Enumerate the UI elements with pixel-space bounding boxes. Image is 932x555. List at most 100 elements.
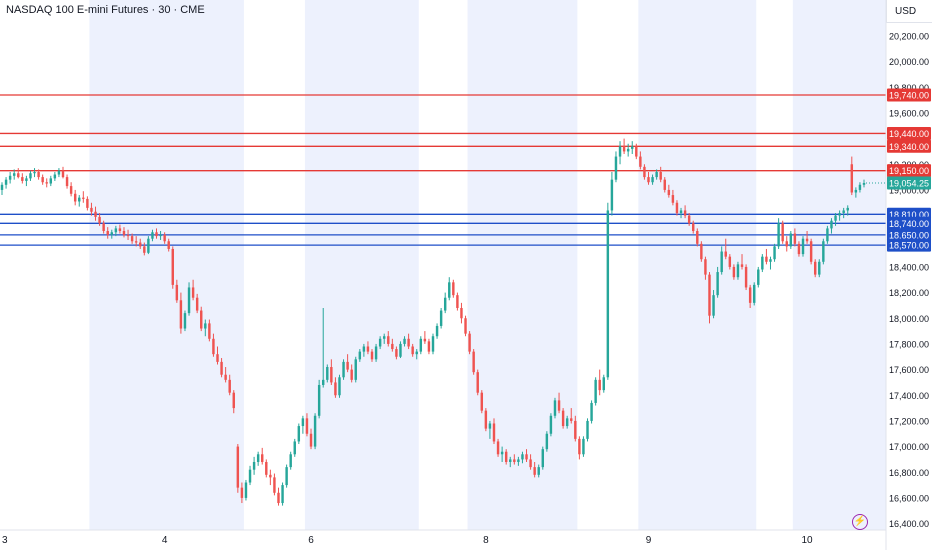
candle (289, 451, 292, 470)
candle (33, 168, 36, 178)
candle-body (212, 338, 215, 355)
candle (460, 302, 463, 324)
candle-body (419, 338, 423, 352)
price-tick-label: 20,200.00 (889, 31, 929, 41)
candle-body (216, 354, 219, 362)
candle-body (561, 410, 565, 427)
candle-body (651, 177, 654, 183)
candle-body (805, 238, 809, 242)
candle (716, 266, 719, 298)
candle-body (557, 400, 561, 411)
candle (175, 279, 179, 303)
candle (228, 374, 231, 396)
candle (846, 205, 849, 216)
candle (244, 479, 248, 501)
candle-body (334, 382, 337, 396)
support-price-tag: 18,650.00 (889, 230, 929, 240)
candle-body (586, 420, 589, 439)
candle (82, 191, 85, 203)
candle (216, 346, 219, 365)
candle (159, 230, 162, 240)
candle-body (716, 272, 719, 296)
candle (240, 482, 244, 504)
candle-body (53, 174, 57, 179)
candle (513, 454, 516, 465)
candle (29, 170, 32, 181)
candle-body (21, 177, 24, 181)
candle (252, 456, 256, 475)
candle-body (488, 423, 492, 429)
candle (700, 241, 703, 262)
candle (17, 168, 20, 179)
candle-body (265, 461, 268, 475)
candle-body (797, 243, 801, 255)
candle (464, 315, 467, 337)
resistance-price-tag: 19,150.00 (889, 166, 929, 176)
candle (134, 236, 138, 247)
candle-body (317, 384, 321, 416)
candle-body (350, 369, 353, 380)
candle-body (565, 418, 569, 427)
candle-body (541, 449, 545, 468)
candle (517, 456, 520, 466)
candle-body (521, 454, 524, 460)
candle-body (57, 170, 61, 175)
candle (582, 436, 585, 457)
session-shading (89, 0, 907, 530)
candle-body (443, 297, 447, 311)
candle-body (740, 264, 744, 267)
candle (545, 431, 549, 452)
candle-body (679, 210, 683, 214)
candle-body (118, 228, 122, 231)
candle-body (614, 156, 618, 180)
candle-body (468, 333, 471, 352)
candle (826, 225, 829, 244)
candle (793, 228, 797, 247)
resistance-price-tag-bg (887, 126, 931, 140)
candle-body (631, 146, 634, 149)
candle-body (484, 410, 488, 429)
session-band (467, 0, 578, 530)
candle (362, 343, 366, 357)
candle (208, 319, 211, 342)
candle-body (850, 164, 854, 193)
candle (342, 359, 345, 380)
candle-body (277, 492, 280, 504)
candle-body (98, 216, 101, 224)
currency-box[interactable] (886, 0, 932, 23)
candle-body (309, 433, 313, 447)
candle-body (395, 349, 398, 357)
candle-body (862, 182, 866, 185)
time-axis[interactable]: 34689101113 (2, 535, 932, 546)
candle (277, 487, 280, 506)
candle-body (448, 282, 451, 298)
candle (12, 169, 16, 180)
lightning-icon[interactable]: ⚡ (852, 514, 868, 530)
price-tick-label: 17,400.00 (889, 391, 929, 401)
candle (777, 218, 780, 249)
candle (728, 254, 732, 270)
candle-body (17, 173, 20, 178)
candle-body (45, 182, 48, 184)
candle-body (8, 175, 12, 180)
candle-body (25, 178, 28, 181)
candle (712, 290, 715, 319)
candle-body (708, 274, 711, 316)
candle-body (204, 323, 207, 329)
candle-body (846, 207, 849, 211)
candle (537, 464, 540, 478)
candle (122, 227, 126, 238)
currency-label[interactable]: USD (895, 6, 917, 17)
resistance-price-tag-bg (887, 139, 931, 153)
candle (118, 224, 122, 234)
candle-body (667, 189, 671, 196)
candle (732, 264, 736, 280)
candle-body (472, 351, 475, 373)
candle-body (261, 454, 264, 462)
candle-body (671, 195, 675, 203)
candle (49, 175, 53, 187)
candle-body (86, 198, 89, 208)
candle (191, 279, 195, 301)
candle-body (171, 248, 174, 285)
